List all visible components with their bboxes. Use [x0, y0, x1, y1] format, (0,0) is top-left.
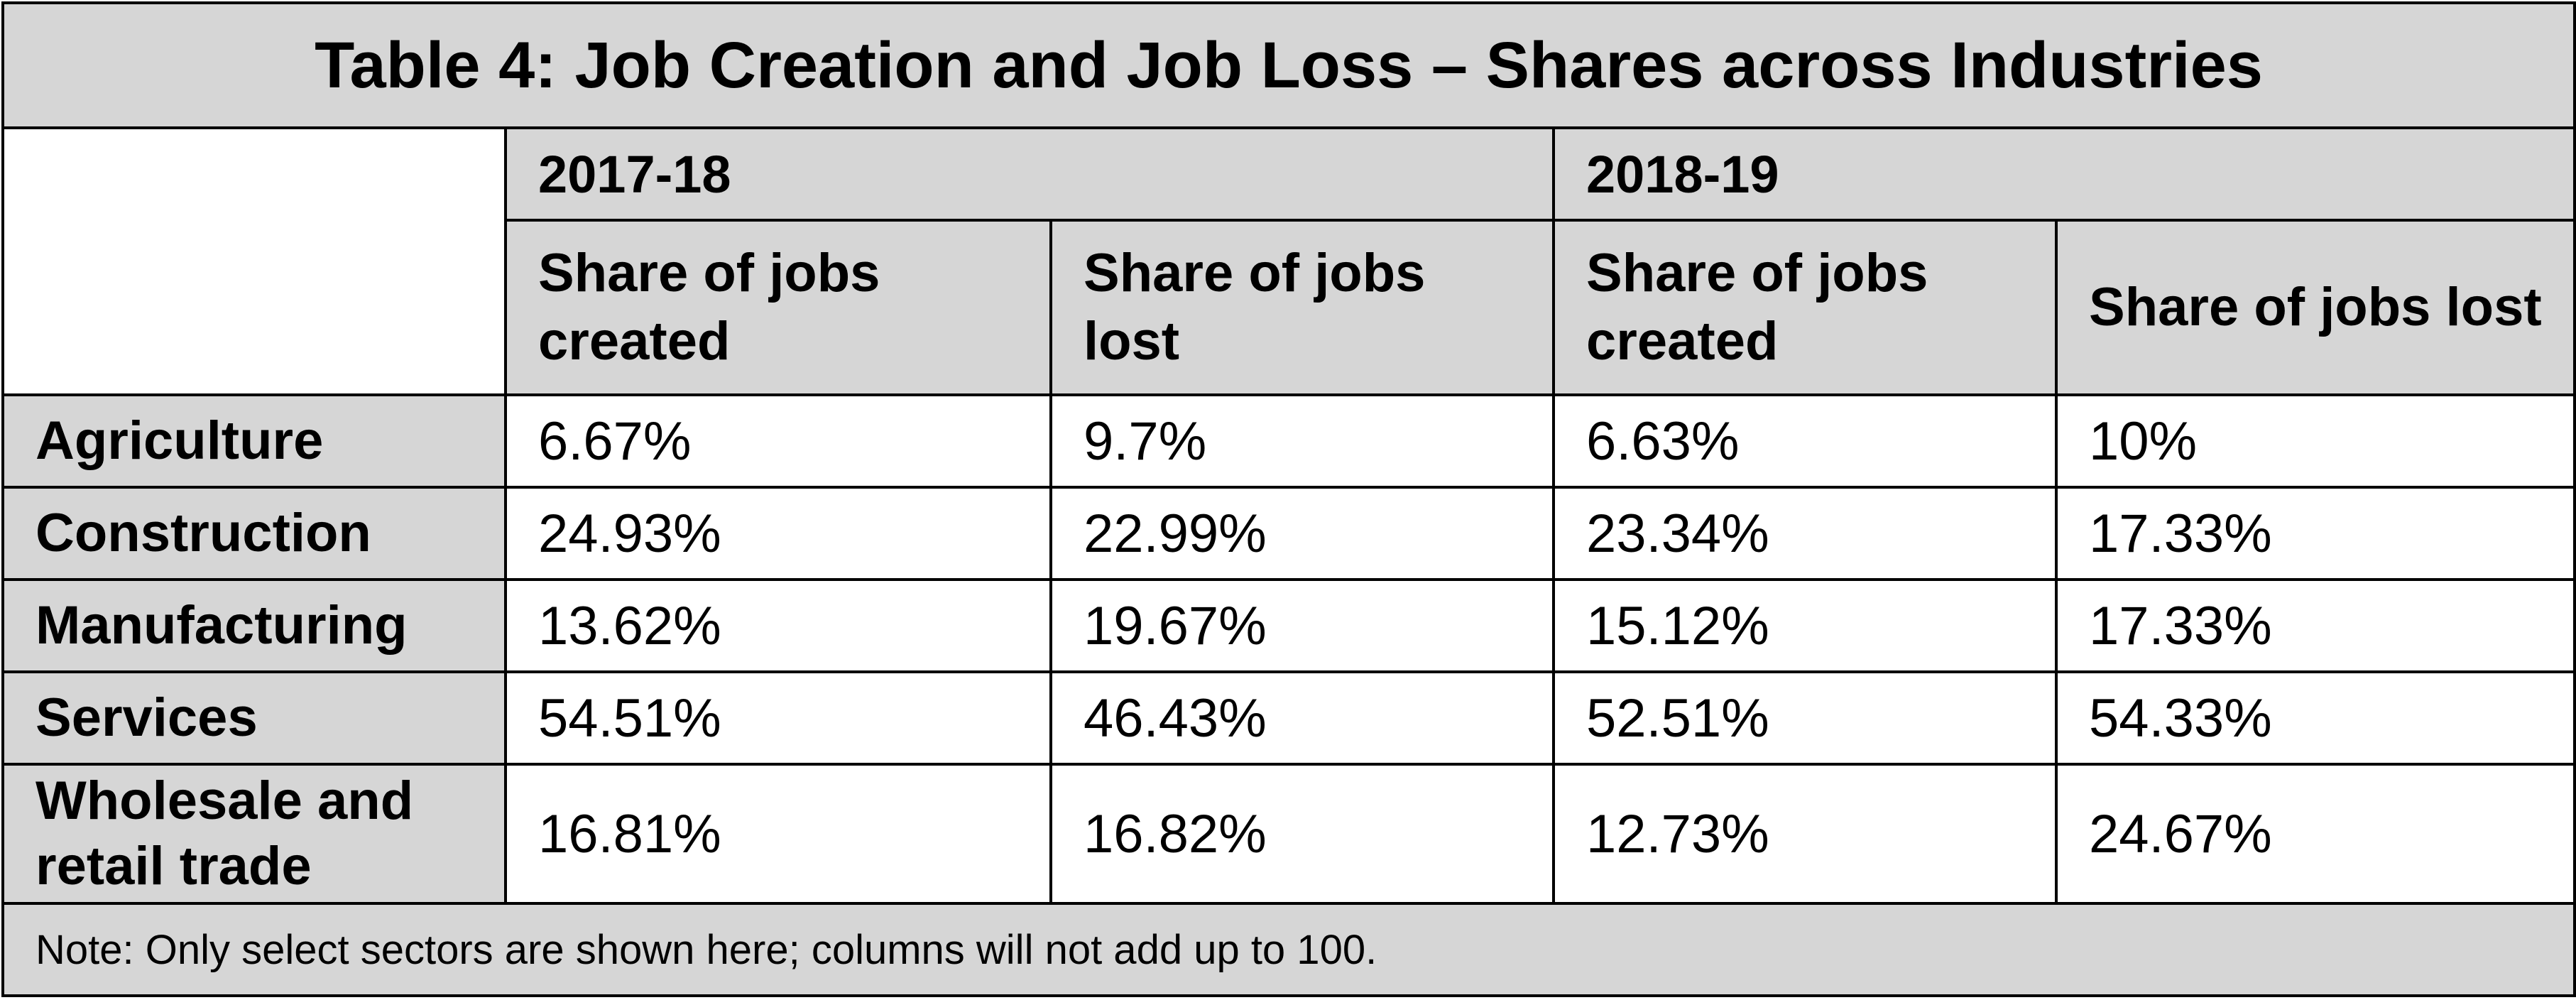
table-row: Services 54.51% 46.43% 52.51% 54.33% — [1, 670, 2576, 766]
table-cell: 19.67% — [1049, 578, 1555, 673]
title-row: Table 4: Job Creation and Job Loss – Sha… — [1, 1, 2576, 129]
row-header: Construction — [1, 486, 507, 581]
table-cell: 22.99% — [1049, 486, 1555, 581]
table-row: Construction 24.93% 22.99% 23.34% 17.33% — [1, 486, 2576, 581]
row-header: Wholesale and retail trade — [1, 763, 507, 905]
column-header: Share of jobs lost — [1049, 219, 1555, 396]
column-header: Share of jobs created — [1552, 219, 2058, 396]
table-cell: 6.63% — [1552, 393, 2058, 489]
table-cell: 10% — [2054, 393, 2576, 489]
table-cell: 12.73% — [1552, 763, 2058, 905]
table-cell: 17.33% — [2054, 578, 2576, 673]
row-header: Agriculture — [1, 393, 507, 489]
row-header: Manufacturing — [1, 578, 507, 673]
table-row: Manufacturing 13.62% 19.67% 15.12% 17.33… — [1, 578, 2576, 673]
table-cell: 6.67% — [504, 393, 1052, 489]
year-header-row: 2017-18 2018-19 — [1, 126, 2576, 396]
table-title: Table 4: Job Creation and Job Loss – Sha… — [1, 1, 2576, 129]
table-cell: 52.51% — [1552, 670, 2058, 766]
table-cell: 16.82% — [1049, 763, 1555, 905]
table-cell: 23.34% — [1552, 486, 2058, 581]
table-note: Note: Only select sectors are shown here… — [1, 902, 2576, 997]
table-cell: 24.93% — [504, 486, 1052, 581]
empty-corner-cell — [1, 126, 507, 396]
table-cell: 9.7% — [1049, 393, 1555, 489]
column-header: Share of jobs created — [504, 219, 1052, 396]
year-header-2018-19: 2018-19 — [1551, 126, 2576, 222]
table-cell: 16.81% — [504, 763, 1052, 905]
table-cell: 46.43% — [1049, 670, 1555, 766]
table-cell: 13.62% — [504, 578, 1052, 673]
column-header: Share of jobs lost — [2054, 219, 2576, 396]
year-header-2017-18: 2017-18 — [504, 126, 1555, 222]
table-cell: 17.33% — [2054, 486, 2576, 581]
table-cell: 54.51% — [504, 670, 1052, 766]
table-cell: 15.12% — [1552, 578, 2058, 673]
table-row: Wholesale and retail trade 16.81% 16.82%… — [1, 763, 2576, 905]
column-header-row: Share of jobs created Share of jobs lost… — [3, 219, 2576, 396]
note-row: Note: Only select sectors are shown here… — [1, 902, 2576, 997]
table-row: Agriculture 6.67% 9.7% 6.63% 10% — [1, 393, 2576, 489]
table-cell: 54.33% — [2054, 670, 2576, 766]
row-header: Services — [1, 670, 507, 766]
table-cell: 24.67% — [2054, 763, 2576, 905]
